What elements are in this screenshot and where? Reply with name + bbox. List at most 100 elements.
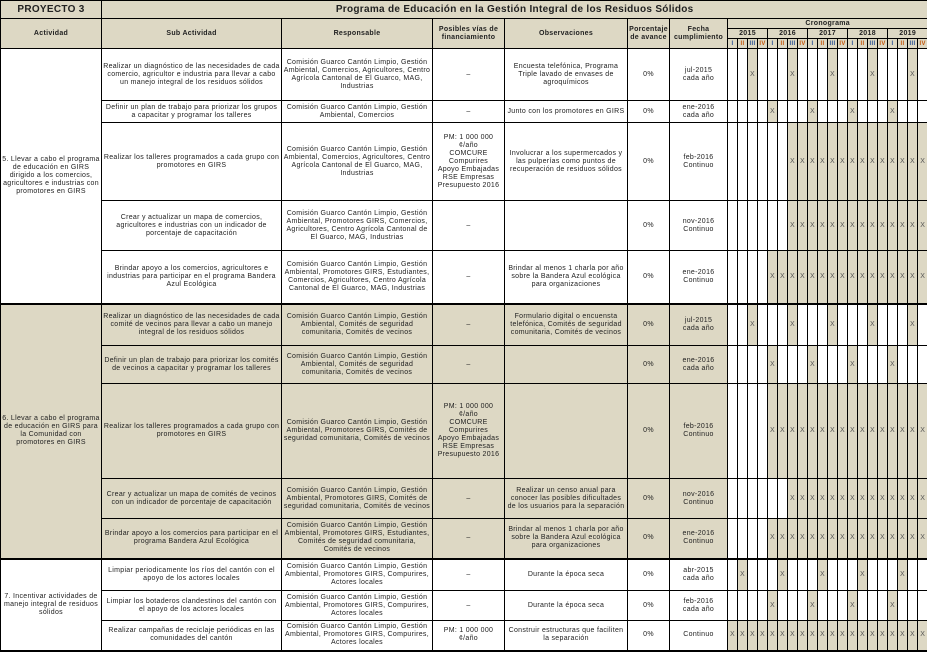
schedule-mark: X	[867, 383, 878, 479]
schedule-mark: X	[797, 620, 808, 652]
schedule-cell	[727, 48, 738, 101]
schedule-mark: X	[877, 620, 888, 652]
schedule-mark: X	[787, 518, 798, 560]
quarter-2017-III: III	[827, 38, 838, 49]
financiamiento-cell: –	[432, 303, 505, 346]
schedule-mark: X	[807, 590, 818, 621]
schedule-mark: X	[907, 518, 918, 560]
project-title: Programa de Educación en la Gestión Inte…	[100, 0, 927, 19]
schedule-mark: X	[887, 478, 898, 519]
header-porcentaje: Porcentaje de avance	[627, 18, 670, 49]
schedule-mark: X	[867, 620, 878, 652]
observaciones-cell: Realizar un censo anual para conocer las…	[504, 478, 628, 519]
schedule-cell	[757, 345, 768, 384]
schedule-cell	[757, 100, 768, 123]
fecha-cell: ene-2016 Continuo	[669, 250, 728, 305]
schedule-cell	[817, 303, 828, 346]
financiamiento-cell: –	[432, 345, 505, 384]
schedule-mark: X	[807, 122, 818, 201]
responsable-cell: Comisión Guarco Cantón Limpio, Gestión A…	[281, 100, 433, 123]
schedule-mark: X	[847, 100, 858, 123]
schedule-cell	[877, 48, 888, 101]
header-financiamiento: Posibles vías de financiamiento	[432, 18, 505, 49]
schedule-mark: X	[827, 200, 838, 251]
schedule-cell	[757, 518, 768, 560]
schedule-cell	[777, 478, 788, 519]
sub-actividad-cell: Realizar un diagnóstico de las necesidad…	[101, 303, 282, 346]
sub-actividad-cell: Realizar campañas de reciclaje periódica…	[101, 620, 282, 652]
schedule-mark: X	[817, 383, 828, 479]
schedule-cell	[916, 590, 927, 621]
schedule-cell	[837, 100, 848, 123]
porcentaje-cell: 0%	[627, 250, 670, 305]
schedule-mark: X	[787, 383, 798, 479]
schedule-mark: X	[857, 558, 868, 591]
schedule-cell	[727, 478, 738, 519]
schedule-cell	[797, 303, 808, 346]
schedule-mark: X	[897, 250, 908, 305]
porcentaje-cell: 0%	[627, 518, 670, 560]
schedule-mark: X	[847, 590, 858, 621]
schedule-mark: X	[787, 303, 798, 346]
schedule-mark: X	[887, 620, 898, 652]
schedule-cell	[817, 100, 828, 123]
responsable-cell: Comisión Guarco Cantón Limpio, Gestión A…	[281, 478, 433, 519]
schedule-mark: X	[797, 122, 808, 201]
schedule-cell	[897, 100, 908, 123]
responsable-cell: Comisión Guarco Cantón Limpio, Gestión A…	[281, 558, 433, 591]
schedule-cell	[847, 558, 858, 591]
schedule-mark: X	[767, 590, 778, 621]
financiamiento-cell: –	[432, 518, 505, 560]
porcentaje-cell: 0%	[627, 122, 670, 201]
fecha-cell: feb-2016 cada año	[669, 590, 728, 621]
schedule-cell	[837, 345, 848, 384]
observaciones-cell: Brindar al menos 1 charla por año sobre …	[504, 518, 628, 560]
fecha-cell: feb-2016 Continuo	[669, 122, 728, 201]
schedule-cell	[777, 100, 788, 123]
year-2019: 2019	[886, 28, 927, 39]
schedule-cell	[737, 200, 748, 251]
schedule-cell	[747, 518, 758, 560]
schedule-cell	[747, 478, 758, 519]
schedule-mark: X	[817, 478, 828, 519]
schedule-cell	[777, 303, 788, 346]
schedule-mark: X	[897, 478, 908, 519]
fecha-cell: nov-2016 Continuo	[669, 200, 728, 251]
schedule-cell	[747, 590, 758, 621]
sub-actividad-cell: Brindar apoyo a los comercios, agriculto…	[101, 250, 282, 305]
schedule-cell	[767, 558, 778, 591]
schedule-cell	[767, 303, 778, 346]
header-observaciones: Observaciones	[504, 18, 628, 49]
schedule-mark: X	[837, 122, 848, 201]
schedule-mark: X	[807, 100, 818, 123]
schedule-cell	[827, 558, 838, 591]
schedule-cell	[747, 200, 758, 251]
quarter-2018-IV: IV	[877, 38, 888, 49]
schedule-mark: X	[827, 250, 838, 305]
schedule-cell	[797, 558, 808, 591]
schedule-mark: X	[817, 620, 828, 652]
observaciones-cell	[504, 345, 628, 384]
quarter-2017-II: II	[817, 38, 828, 49]
schedule-mark: X	[767, 620, 778, 652]
financiamiento-cell: –	[432, 558, 505, 591]
table-row: Brindar apoyo a los comercios, agriculto…	[1, 250, 927, 305]
financiamiento-cell: PM: 1 000 000 ¢/año	[432, 620, 505, 652]
fecha-cell: nov-2016 Continuo	[669, 478, 728, 519]
schedule-cell	[907, 100, 918, 123]
schedule-mark: X	[767, 518, 778, 560]
schedule-cell	[877, 303, 888, 346]
schedule-cell	[757, 303, 768, 346]
financiamiento-cell: –	[432, 478, 505, 519]
sub-actividad-cell: Definir un plan de trabajo para prioriza…	[101, 345, 282, 384]
schedule-cell	[817, 590, 828, 621]
observaciones-cell: Brindar al menos 1 charla por año sobre …	[504, 250, 628, 305]
responsable-cell: Comisión Guarco Cantón Limpio, Gestión A…	[281, 250, 433, 305]
schedule-cell	[737, 345, 748, 384]
schedule-cell	[727, 383, 738, 479]
table-row: Crear y actualizar un mapa de comités de…	[1, 478, 927, 519]
schedule-mark: X	[887, 122, 898, 201]
schedule-mark: X	[797, 383, 808, 479]
schedule-mark: X	[916, 122, 927, 201]
schedule-mark: X	[857, 620, 868, 652]
